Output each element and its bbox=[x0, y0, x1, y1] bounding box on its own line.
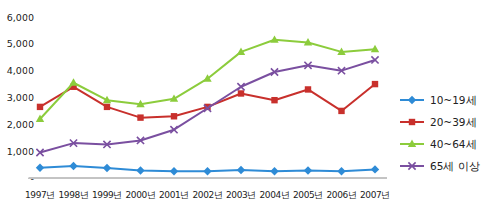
series bbox=[36, 35, 379, 122]
marker bbox=[338, 108, 344, 114]
marker bbox=[304, 38, 312, 45]
marker bbox=[36, 115, 44, 122]
series bbox=[37, 81, 378, 121]
marker bbox=[69, 78, 77, 85]
marker bbox=[270, 167, 278, 175]
x-tick-label: 1997년 bbox=[25, 190, 55, 200]
marker bbox=[408, 162, 415, 169]
marker bbox=[170, 167, 178, 175]
marker bbox=[204, 105, 211, 112]
marker bbox=[36, 164, 44, 172]
marker bbox=[371, 56, 378, 63]
marker bbox=[203, 74, 211, 81]
y-tick-label: 4,000 bbox=[7, 65, 34, 76]
plot-data bbox=[36, 35, 379, 175]
marker bbox=[136, 166, 144, 174]
x-tick-label: 2006년 bbox=[327, 190, 357, 200]
marker bbox=[70, 140, 77, 147]
marker bbox=[237, 47, 245, 54]
y-tick-label: 5,000 bbox=[7, 38, 34, 49]
marker bbox=[408, 140, 416, 147]
x-axis bbox=[28, 178, 387, 179]
marker bbox=[203, 167, 211, 175]
marker bbox=[104, 104, 110, 110]
marker bbox=[137, 114, 143, 120]
series-line bbox=[40, 84, 375, 118]
legend: 10~19세 20~39세 40~64세 65세 이상 bbox=[400, 94, 480, 172]
marker bbox=[69, 162, 77, 170]
marker bbox=[337, 47, 345, 54]
marker bbox=[237, 166, 245, 174]
marker bbox=[36, 149, 43, 156]
legend-label: 40~64세 bbox=[430, 138, 477, 150]
marker bbox=[338, 67, 345, 74]
marker bbox=[171, 113, 177, 119]
axes: -1,0002,0003,0004,0005,0006,0001997년1998… bbox=[7, 12, 390, 201]
y-tick bbox=[10, 178, 12, 179]
marker bbox=[137, 137, 144, 144]
y-tick-label: 3,000 bbox=[7, 92, 34, 103]
series bbox=[36, 162, 379, 176]
marker bbox=[170, 126, 177, 133]
marker bbox=[372, 81, 378, 87]
y-tick-label: 1,000 bbox=[7, 146, 34, 157]
marker bbox=[305, 86, 311, 92]
x-tick-label: 2003년 bbox=[226, 190, 256, 200]
legend-label: 65세 이상 bbox=[430, 160, 480, 172]
x-tick-label: 2007년 bbox=[360, 190, 390, 200]
marker bbox=[408, 96, 416, 104]
marker bbox=[371, 165, 379, 173]
marker bbox=[271, 68, 278, 75]
series bbox=[36, 56, 378, 156]
x-tick-label: 1999년 bbox=[92, 190, 122, 200]
marker bbox=[371, 45, 379, 52]
series-line bbox=[40, 60, 375, 153]
x-tick-label: 2002년 bbox=[193, 190, 223, 200]
x-tick-label: 2001년 bbox=[159, 190, 189, 200]
x-tick-label: 2005년 bbox=[293, 190, 323, 200]
marker bbox=[237, 83, 244, 90]
marker bbox=[270, 35, 278, 42]
x-tick-label: 1998년 bbox=[59, 190, 89, 200]
marker bbox=[136, 100, 144, 107]
marker bbox=[304, 166, 312, 174]
marker bbox=[37, 104, 43, 110]
marker bbox=[337, 167, 345, 175]
marker bbox=[103, 164, 111, 172]
x-tick-label: 2004년 bbox=[260, 190, 290, 200]
marker bbox=[409, 119, 415, 125]
y-axis bbox=[28, 17, 29, 178]
x-tick-label: 2000년 bbox=[126, 190, 156, 200]
marker bbox=[304, 62, 311, 69]
marker bbox=[238, 90, 244, 96]
page: {"chart_data": {"type": "line", "categor… bbox=[0, 0, 500, 215]
marker bbox=[170, 94, 178, 101]
marker bbox=[103, 141, 110, 148]
legend-label: 10~19세 bbox=[430, 94, 477, 106]
chart: -1,0002,0003,0004,0005,0006,0001997년1998… bbox=[0, 0, 500, 215]
marker bbox=[103, 96, 111, 103]
legend-label: 20~39세 bbox=[430, 116, 477, 128]
y-tick-label: 6,000 bbox=[7, 12, 34, 23]
marker bbox=[271, 97, 277, 103]
y-tick-label: 2,000 bbox=[7, 119, 34, 130]
